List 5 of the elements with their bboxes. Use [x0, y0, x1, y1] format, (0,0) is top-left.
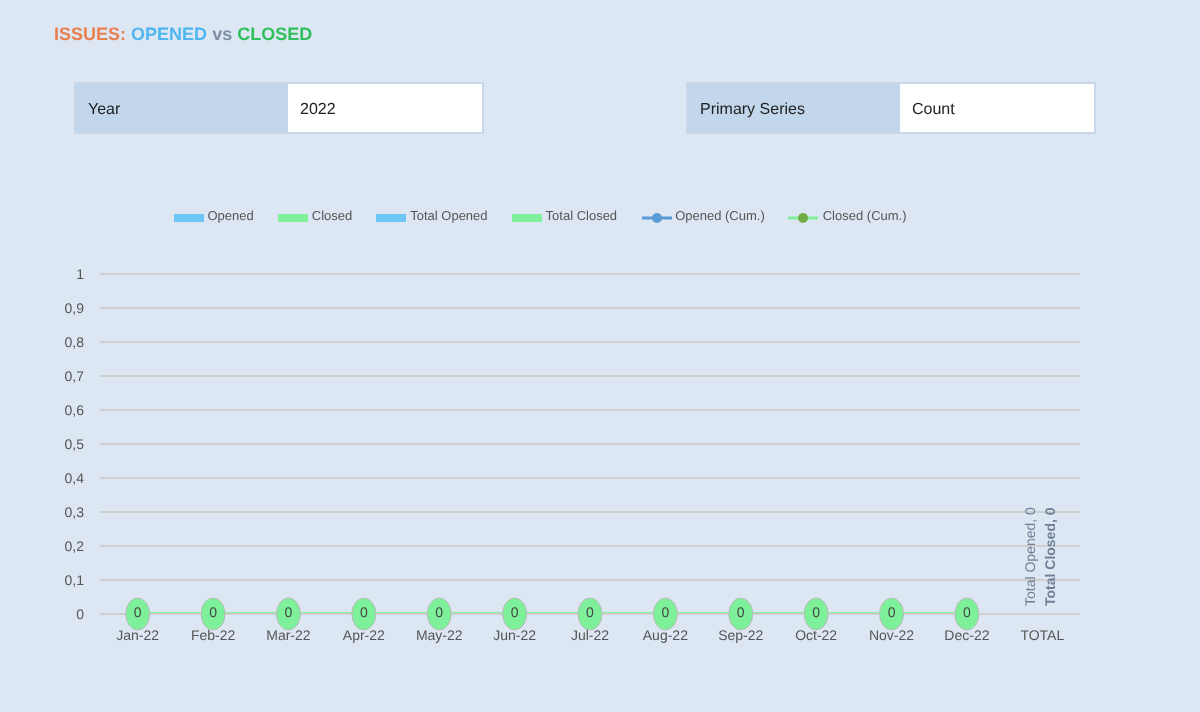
chart-title: ISSUES: OPENED vs CLOSED [54, 24, 313, 44]
text: Year [76, 84, 288, 132]
text: Primary Series [688, 84, 900, 132]
text: 2022 [288, 84, 482, 132]
text: Count [900, 84, 1094, 132]
